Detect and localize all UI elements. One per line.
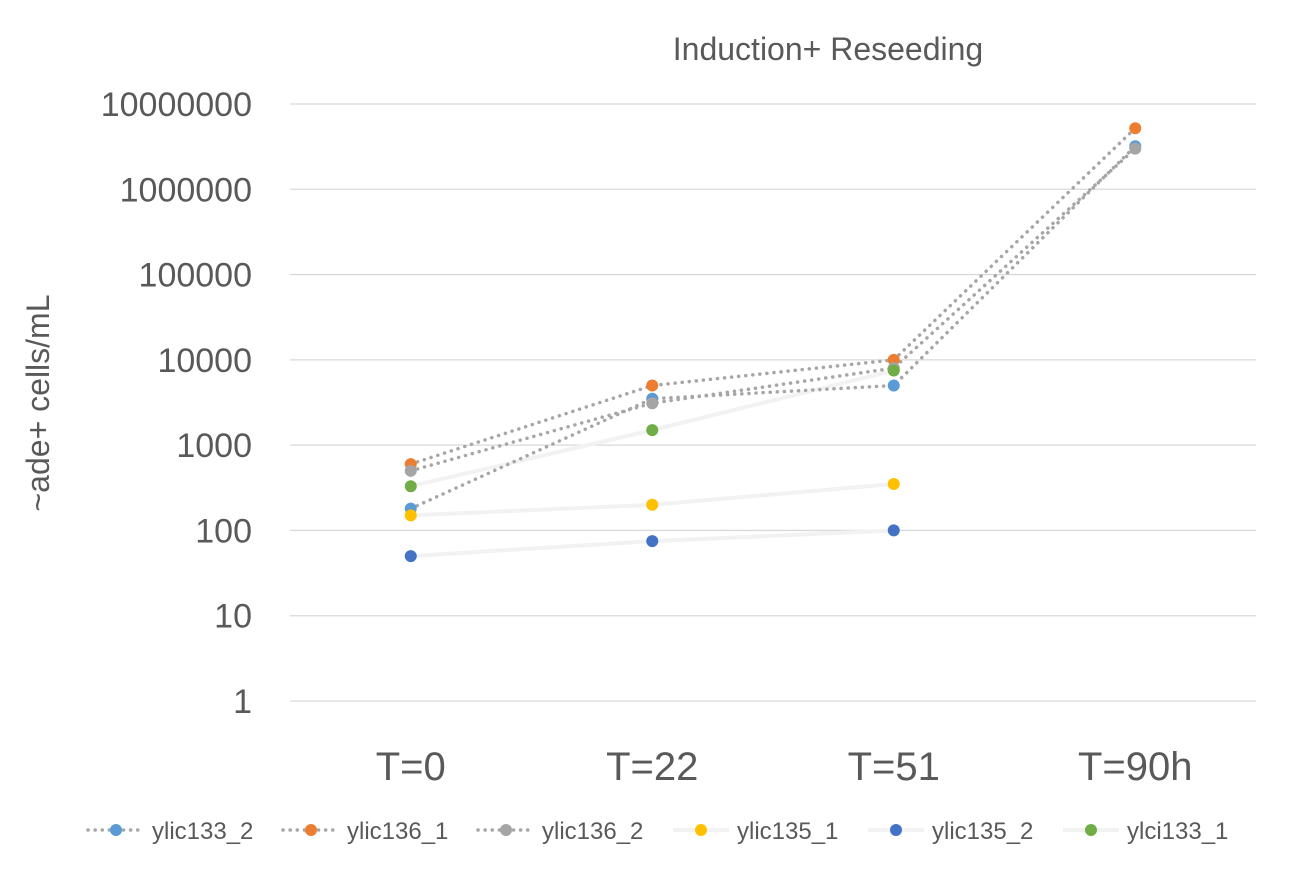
data-point: [1129, 142, 1142, 155]
legend-marker: [890, 824, 902, 836]
data-point: [887, 364, 900, 377]
x-tick-label: T=90h: [1078, 745, 1193, 789]
series-line: [409, 144, 1137, 511]
y-tick-label: 1: [233, 683, 252, 721]
series-lines: [409, 126, 1137, 559]
data-point: [646, 498, 659, 511]
x-tick-labels: T=0 T=22 T=51 T=90h: [376, 745, 1193, 789]
legend-label: ylic136_1: [347, 818, 448, 845]
legend: ylic133_2 ylic136_1 ylic136_2 ylic135_1 ylic…: [86, 818, 1228, 845]
data-point: [404, 509, 417, 522]
data-point: [1129, 122, 1142, 135]
legend-label: ylic136_2: [542, 818, 643, 845]
series-line: [409, 146, 1137, 473]
data-point: [404, 480, 417, 493]
data-point: [887, 478, 900, 491]
data-point: [646, 379, 659, 392]
data-point: [646, 424, 659, 437]
data-point: [887, 379, 900, 392]
x-tick-label: T=0: [376, 745, 446, 789]
x-tick-label: T=22: [606, 745, 698, 789]
data-point: [887, 353, 900, 366]
y-tick-label: 100000: [139, 257, 252, 295]
legend-marker: [305, 824, 317, 836]
chart-title: Induction+ Reseeding: [673, 31, 983, 67]
legend-marker: [1085, 824, 1097, 836]
y-axis-label: ~ade+ cells/mL: [20, 294, 56, 511]
legend-label: ylic135_1: [737, 818, 838, 845]
legend-label: ylic133_2: [152, 818, 253, 845]
y-tick-label: 1000: [176, 427, 252, 465]
y-tick-label: 100: [195, 512, 252, 550]
legend-label: ylci133_1: [1127, 818, 1228, 845]
legend-label: ylic135_2: [932, 818, 1033, 845]
y-tick-labels: 1 10 100 1000 10000 100000 1000000 10000000: [101, 86, 252, 721]
y-tick-label: 10: [214, 598, 252, 636]
y-tick-label: 10000: [157, 342, 252, 380]
series-line: [409, 126, 1137, 466]
data-point: [404, 550, 417, 563]
data-points: [404, 122, 1142, 563]
data-point: [646, 535, 659, 548]
legend-marker: [500, 824, 512, 836]
data-point: [404, 464, 417, 477]
gridlines: [290, 103, 1256, 702]
y-tick-label: 10000000: [101, 86, 252, 124]
data-point: [646, 397, 659, 410]
data-point: [887, 524, 900, 537]
legend-marker: [695, 824, 707, 836]
y-tick-label: 1000000: [120, 171, 252, 209]
x-tick-label: T=51: [848, 745, 940, 789]
legend-marker: [110, 824, 122, 836]
